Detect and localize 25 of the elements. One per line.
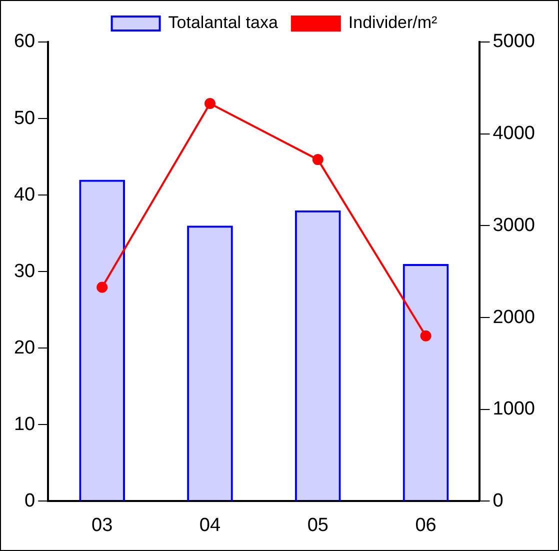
y-tick-label: 50: [14, 108, 36, 129]
point: [96, 282, 108, 293]
point: [204, 98, 216, 110]
y-tick-label: 60: [14, 31, 36, 52]
bar: [187, 226, 233, 501]
y-tick-label: 0: [24, 490, 36, 512]
y2-tick-label: 1000: [492, 398, 536, 420]
y-tick-label: 40: [14, 184, 36, 206]
y-tick-label: 20: [14, 337, 36, 358]
y2-tick-label: 5000: [492, 31, 536, 52]
legend-label: Individer/m²: [348, 13, 438, 32]
y-tick-label: 30: [14, 260, 36, 282]
y2-tick-label: 2000: [492, 306, 536, 328]
y2-tick-label: 4000: [492, 123, 536, 144]
bar: [294, 210, 341, 501]
point: [420, 330, 432, 342]
x-tick-label: 03: [92, 514, 113, 536]
x-tick-label: 05: [307, 514, 328, 536]
y-tick-label: 10: [14, 414, 36, 435]
point: [312, 154, 324, 166]
y2-tick-label: 0: [492, 490, 504, 512]
x-tick-label: 06: [415, 514, 436, 536]
x-tick-label: 04: [199, 514, 221, 536]
y2-tick-label: 3000: [492, 214, 536, 236]
legend-label: Totalantal taxa: [168, 13, 278, 32]
